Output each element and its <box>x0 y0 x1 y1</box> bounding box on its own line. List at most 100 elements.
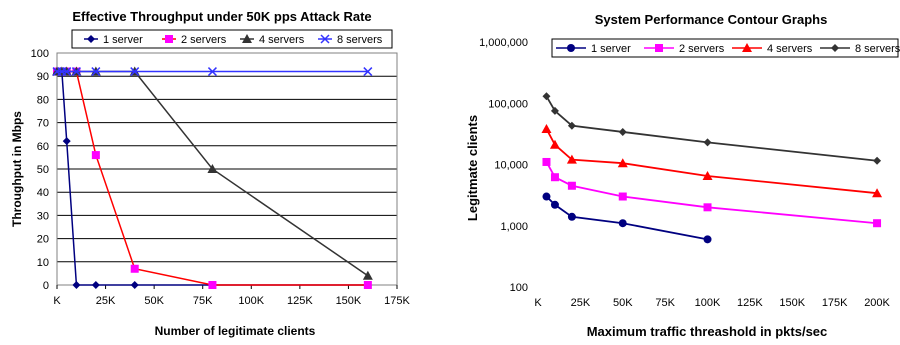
y-axis-ticks-contour: 100 1,000 10,000 100,000 1,000,000 <box>479 37 528 294</box>
series-contour <box>541 92 883 244</box>
point-1-server-5 <box>130 281 139 289</box>
point-2-servers-4 <box>91 151 100 160</box>
point-2-servers-4 <box>703 203 712 212</box>
point-2-servers-3 <box>618 192 627 201</box>
chart-title-contour: System Performance Contour Graphs <box>595 12 828 27</box>
x-tick-label-175000: 175K <box>384 295 410 307</box>
x-tick-label-125000: 125K <box>287 295 313 307</box>
point-8-servers-2 <box>567 121 576 130</box>
series-1-server <box>53 67 372 289</box>
line-1-server <box>57 70 368 286</box>
series-4-servers <box>541 123 883 198</box>
chart-title-throughput: Effective Throughput under 50K pps Attac… <box>72 9 371 24</box>
point-4-servers-1 <box>549 139 560 149</box>
point-8-servers-5 <box>873 156 882 165</box>
x-tick-label-100000: 100K <box>238 295 264 307</box>
point-2-servers-6 <box>208 281 217 289</box>
legend-label-8-servers: 8 servers <box>337 34 383 46</box>
point-4-servers-5 <box>872 188 883 198</box>
point-4-servers-2 <box>566 154 577 164</box>
point-8-servers-6 <box>207 67 217 77</box>
legend-marker-2-servers <box>655 44 663 52</box>
series-4-servers <box>52 66 373 280</box>
y-tick-label-1000: 1,000 <box>500 221 528 233</box>
series-1-server <box>542 192 712 244</box>
point-1-server-0 <box>542 192 551 201</box>
legend-marker-2-servers <box>165 35 173 43</box>
legend-box-contour <box>551 38 899 58</box>
legend-label-8-servers: 8 servers <box>855 43 900 55</box>
y-tick-label-0: 0 <box>43 280 49 292</box>
point-1-server-2 <box>567 212 576 221</box>
line-2-servers <box>545 161 878 225</box>
x-axis-ticks-contour: K 25K 50K 75K 100K 125K 150K 175K 200K <box>534 297 890 309</box>
point-4-servers-4 <box>702 170 713 180</box>
y-tick-label-1000000: 1,000,000 <box>479 37 528 49</box>
line-4-servers <box>545 128 878 195</box>
legend-contour: 1 server 2 servers 4 servers 8 servers <box>556 43 900 55</box>
point-1-server-1 <box>550 200 559 209</box>
y-tick-label-90: 90 <box>37 71 49 83</box>
series-2-servers <box>542 157 882 228</box>
point-8-servers-4 <box>91 67 101 77</box>
point-8-servers-1 <box>550 106 559 115</box>
point-2-servers-7 <box>363 281 372 289</box>
x-axis-ticks-throughput: K 25K 50K 75K 100K 125K 150K 175K <box>53 285 411 307</box>
x-tick-label-150000: 150K <box>779 297 805 309</box>
point-1-server-4 <box>703 235 712 244</box>
x-tick-label-75000: 75K <box>655 297 675 309</box>
legend-label-2-servers: 2 servers <box>181 34 227 46</box>
legend-marker-8-servers <box>320 34 330 44</box>
legend-label-1-server: 1 server <box>103 34 143 46</box>
legend-box-throughput <box>71 29 393 49</box>
point-2-servers-5 <box>873 219 882 228</box>
series-throughput <box>52 66 373 289</box>
y-tick-label-100: 100 <box>31 48 49 60</box>
point-8-servers-4 <box>703 138 712 147</box>
point-8-servers-5 <box>130 67 140 77</box>
y-tick-label-80: 80 <box>37 94 49 106</box>
point-4-servers-6 <box>207 164 218 173</box>
y-tick-label-30: 30 <box>37 210 49 222</box>
x-tick-label-200000: 200K <box>864 297 890 309</box>
x-axis-title-throughput: Number of legitimate clients <box>155 324 316 338</box>
point-4-servers-0 <box>541 123 552 133</box>
legend-label-4-servers: 4 servers <box>767 43 813 55</box>
y-tick-label-60: 60 <box>37 141 49 153</box>
legend-throughput: 1 server 2 servers 4 servers 8 servers <box>84 34 383 46</box>
point-1-server-2 <box>62 137 71 146</box>
point-2-servers-5 <box>130 264 139 273</box>
y-axis-ticks-throughput: 0 10 20 30 40 50 60 70 80 90 100 <box>31 48 49 292</box>
x-tick-label-0: K <box>534 297 542 309</box>
y-tick-label-70: 70 <box>37 118 49 130</box>
line-8-servers <box>545 95 878 162</box>
point-1-server-3 <box>618 219 627 228</box>
point-2-servers-2 <box>567 181 576 190</box>
series-8-servers <box>52 67 373 77</box>
point-1-server-3 <box>72 281 81 289</box>
point-8-servers-7 <box>363 67 373 77</box>
x-tick-label-0: K <box>53 295 61 307</box>
y-axis-title-contour: Legitmate clients <box>465 115 480 221</box>
gridlines-throughput <box>57 75 397 263</box>
y-tick-label-10: 10 <box>37 257 49 269</box>
point-8-servers-2 <box>62 67 72 77</box>
series-8-servers <box>542 92 882 165</box>
chart-contour: System Performance Contour Graphs 1 serv… <box>465 12 900 339</box>
legend-label-4-servers: 4 servers <box>259 34 305 46</box>
point-4-servers-7 <box>362 270 373 280</box>
point-1-server-4 <box>91 281 100 289</box>
point-8-servers-0 <box>542 92 551 101</box>
point-8-servers-3 <box>618 127 627 136</box>
y-tick-label-100: 100 <box>510 282 528 294</box>
line-4-servers <box>57 70 369 277</box>
legend-marker-4-servers <box>742 43 752 52</box>
line-2-servers <box>57 70 368 286</box>
point-8-servers-3 <box>71 67 81 77</box>
x-tick-label-50000: 50K <box>613 297 633 309</box>
y-axis-title-throughput: Throughput in Mbps <box>10 111 24 227</box>
x-tick-label-75000: 75K <box>193 295 213 307</box>
point-2-servers-1 <box>550 173 559 182</box>
x-tick-label-25000: 25K <box>96 295 116 307</box>
